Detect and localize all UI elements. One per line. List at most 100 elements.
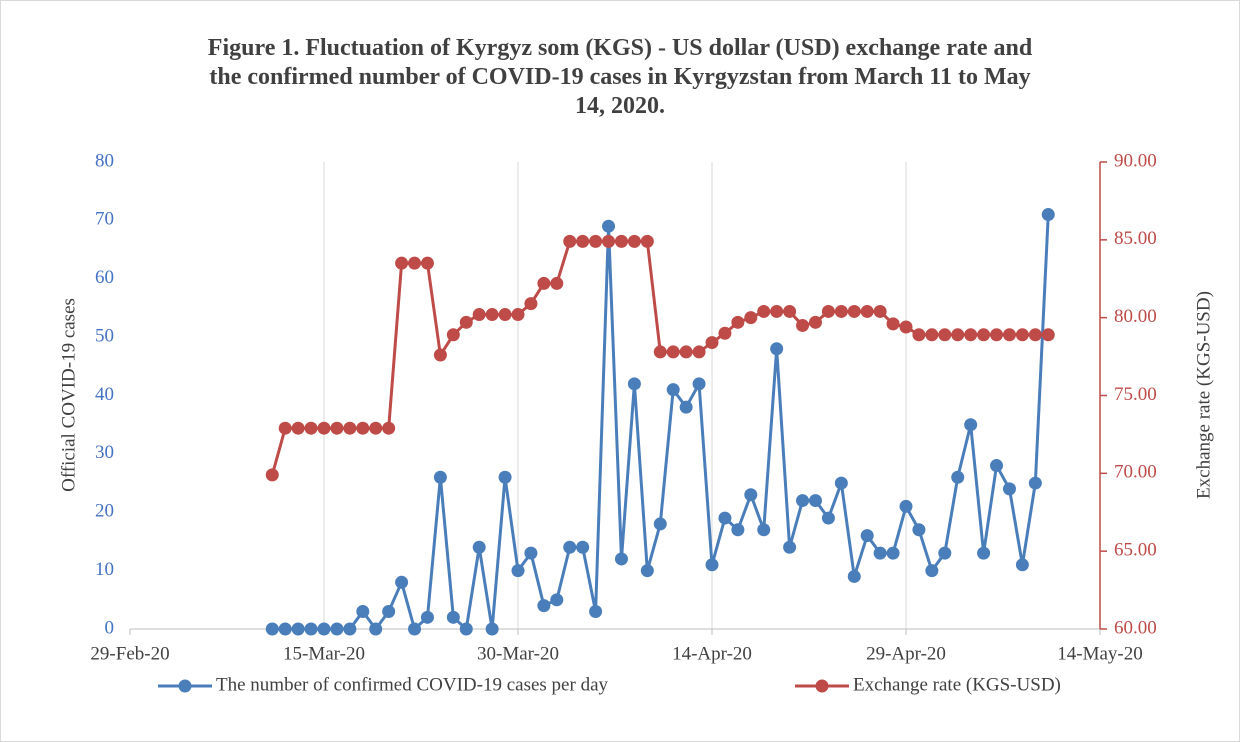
data-point bbox=[770, 304, 784, 318]
data-point bbox=[757, 304, 771, 318]
data-point bbox=[278, 421, 292, 435]
data-point bbox=[1002, 328, 1016, 342]
data-point bbox=[524, 297, 538, 311]
data-point bbox=[990, 328, 1004, 342]
data-point bbox=[899, 320, 913, 334]
data-point bbox=[847, 304, 861, 318]
y2-tick-label: 80.00 bbox=[1114, 306, 1157, 327]
data-point bbox=[382, 421, 396, 435]
data-point bbox=[886, 546, 900, 560]
data-point bbox=[408, 622, 422, 636]
data-point bbox=[757, 523, 771, 537]
legend-marker bbox=[178, 679, 192, 693]
data-point bbox=[666, 345, 680, 359]
data-point bbox=[369, 421, 383, 435]
y-tick-label: 60 bbox=[95, 267, 114, 288]
data-point bbox=[718, 511, 732, 525]
data-point bbox=[860, 529, 874, 543]
data-point bbox=[537, 599, 551, 613]
data-point bbox=[304, 622, 318, 636]
data-point bbox=[446, 610, 460, 624]
data-point bbox=[433, 348, 447, 362]
data-point bbox=[666, 383, 680, 397]
data-point bbox=[653, 345, 667, 359]
data-point bbox=[614, 234, 628, 248]
data-point bbox=[459, 622, 473, 636]
y2-tick-label: 90.00 bbox=[1114, 150, 1157, 171]
data-point bbox=[343, 421, 357, 435]
data-point bbox=[653, 517, 667, 531]
data-point bbox=[873, 546, 887, 560]
x-tick-label: 29-Feb-20 bbox=[90, 643, 169, 664]
y2-tick-label: 85.00 bbox=[1114, 228, 1157, 249]
data-point bbox=[472, 308, 486, 322]
data-point bbox=[369, 622, 383, 636]
data-point bbox=[847, 569, 861, 583]
data-point bbox=[265, 468, 279, 482]
data-point bbox=[446, 328, 460, 342]
data-point bbox=[925, 564, 939, 578]
data-point bbox=[576, 234, 590, 248]
data-point bbox=[1015, 558, 1029, 572]
x-tick-label: 30-Mar-20 bbox=[477, 643, 559, 664]
data-point bbox=[317, 622, 331, 636]
data-point bbox=[485, 622, 499, 636]
data-point bbox=[330, 421, 344, 435]
data-point bbox=[395, 256, 409, 270]
data-point bbox=[808, 315, 822, 329]
data-point bbox=[420, 256, 434, 270]
data-point bbox=[304, 421, 318, 435]
data-point bbox=[731, 523, 745, 537]
data-point bbox=[550, 593, 564, 607]
data-point bbox=[796, 318, 810, 332]
legend-label: Exchange rate (KGS-USD) bbox=[853, 674, 1061, 695]
data-point bbox=[770, 342, 784, 356]
data-point bbox=[783, 304, 797, 318]
x-tick-label: 29-Apr-20 bbox=[866, 643, 946, 664]
data-point bbox=[1041, 208, 1055, 222]
data-point bbox=[563, 234, 577, 248]
data-point bbox=[330, 622, 344, 636]
y-tick-label: 40 bbox=[95, 384, 114, 405]
data-point bbox=[679, 345, 693, 359]
data-point bbox=[899, 499, 913, 513]
data-point bbox=[602, 234, 616, 248]
data-point bbox=[408, 256, 422, 270]
data-point bbox=[938, 328, 952, 342]
data-point bbox=[705, 336, 719, 350]
data-point bbox=[834, 476, 848, 490]
data-point bbox=[821, 511, 835, 525]
data-point bbox=[589, 604, 603, 618]
data-point bbox=[796, 494, 810, 508]
data-point bbox=[291, 622, 305, 636]
y-tick-label: 50 bbox=[95, 325, 114, 346]
y-axis-label: Official COVID-19 cases bbox=[58, 298, 79, 492]
data-point bbox=[1002, 482, 1016, 496]
data-point bbox=[821, 304, 835, 318]
data-point bbox=[1028, 476, 1042, 490]
data-point bbox=[1028, 328, 1042, 342]
y-tick-label: 80 bbox=[95, 150, 114, 171]
data-point bbox=[498, 308, 512, 322]
data-point bbox=[860, 304, 874, 318]
y-tick-label: 10 bbox=[95, 559, 114, 580]
data-point bbox=[1041, 328, 1055, 342]
legend-label: The number of confirmed COVID-19 cases p… bbox=[216, 674, 609, 695]
data-point bbox=[576, 540, 590, 554]
data-point bbox=[744, 488, 758, 502]
data-point bbox=[977, 328, 991, 342]
data-point bbox=[938, 546, 952, 560]
data-point bbox=[834, 304, 848, 318]
data-point bbox=[912, 328, 926, 342]
data-point bbox=[964, 328, 978, 342]
y2-tick-label: 70.00 bbox=[1114, 462, 1157, 483]
data-point bbox=[990, 459, 1004, 473]
data-point bbox=[744, 311, 758, 325]
data-point bbox=[498, 470, 512, 484]
data-point bbox=[537, 276, 551, 290]
data-point bbox=[951, 470, 965, 484]
data-point bbox=[395, 575, 409, 589]
data-point bbox=[343, 622, 357, 636]
